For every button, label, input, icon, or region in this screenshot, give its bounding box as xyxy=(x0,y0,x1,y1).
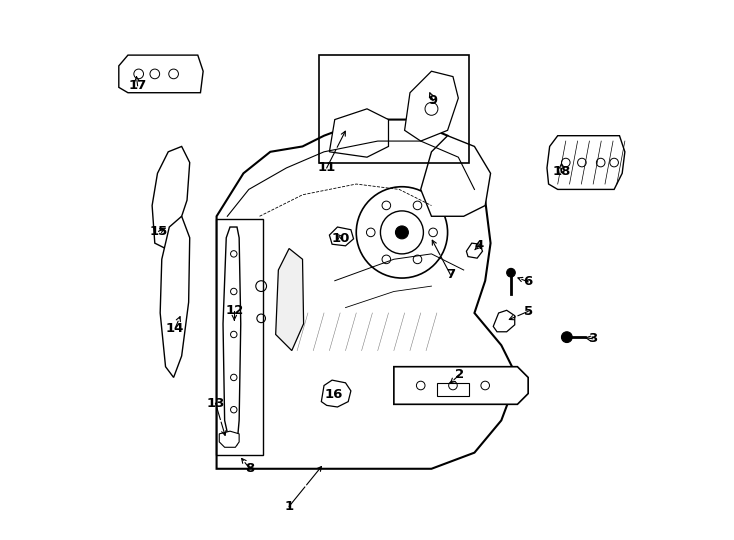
Polygon shape xyxy=(421,136,490,217)
Text: 5: 5 xyxy=(523,305,533,318)
Polygon shape xyxy=(217,119,517,469)
Polygon shape xyxy=(330,109,388,157)
Polygon shape xyxy=(321,380,351,407)
Text: 12: 12 xyxy=(225,305,244,318)
Text: 14: 14 xyxy=(166,321,184,334)
Circle shape xyxy=(396,226,408,239)
Text: 6: 6 xyxy=(523,275,533,288)
Text: 2: 2 xyxy=(455,368,464,381)
Polygon shape xyxy=(160,217,189,377)
Text: 1: 1 xyxy=(285,500,294,513)
Polygon shape xyxy=(330,227,354,246)
Text: 17: 17 xyxy=(128,79,147,92)
Text: 13: 13 xyxy=(206,397,225,410)
Polygon shape xyxy=(119,55,203,93)
Text: 3: 3 xyxy=(588,332,597,345)
Bar xyxy=(319,55,469,163)
Bar xyxy=(437,383,469,396)
Polygon shape xyxy=(219,431,239,447)
Text: 11: 11 xyxy=(318,161,336,174)
Polygon shape xyxy=(152,146,189,248)
Polygon shape xyxy=(394,367,528,404)
Text: 4: 4 xyxy=(474,239,484,252)
Bar xyxy=(216,219,263,455)
Polygon shape xyxy=(404,71,458,141)
Polygon shape xyxy=(547,136,625,190)
Polygon shape xyxy=(493,310,515,332)
Text: 9: 9 xyxy=(429,94,437,107)
Circle shape xyxy=(506,268,515,277)
Text: 8: 8 xyxy=(245,462,255,475)
Text: 10: 10 xyxy=(332,232,350,245)
Text: 18: 18 xyxy=(552,165,570,178)
Text: 16: 16 xyxy=(324,388,343,401)
Polygon shape xyxy=(466,243,482,258)
Polygon shape xyxy=(276,248,304,350)
Polygon shape xyxy=(223,227,241,444)
Circle shape xyxy=(562,332,573,342)
Text: 7: 7 xyxy=(446,268,455,281)
Text: 15: 15 xyxy=(150,225,167,238)
